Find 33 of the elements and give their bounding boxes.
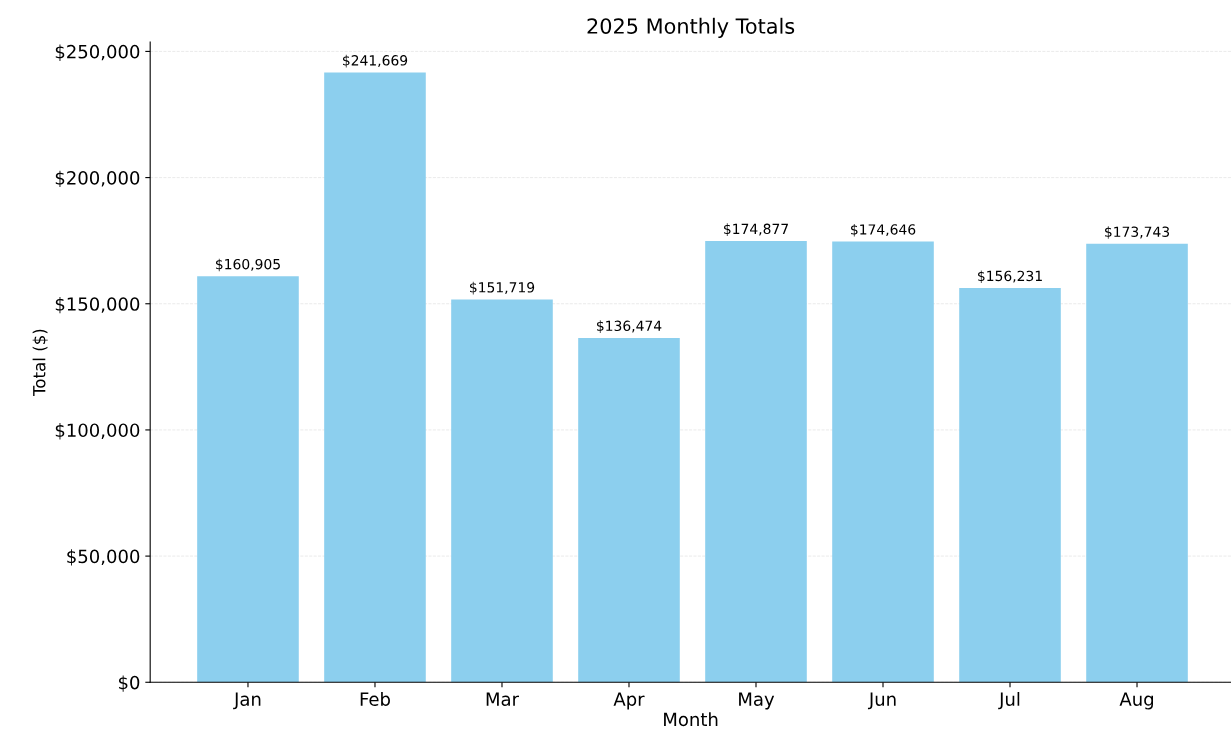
x-tick-label: Mar [486,692,520,706]
chart-title: 2025 Monthly Totals [587,17,795,38]
data-label: $173,743 [1105,226,1170,239]
y-tick-label: $200,000 [55,170,140,188]
bar [959,288,1061,683]
data-label: $174,877 [724,223,788,236]
y-tick-label: $250,000 [55,44,140,61]
bar [578,337,680,683]
data-label: $160,905 [215,258,280,272]
data-label: $151,719 [470,281,535,295]
x-tick-label: Jun [867,692,896,710]
y-tick-label: $50,000 [67,549,140,566]
bar [705,240,807,683]
bar [451,299,553,683]
x-tick-label: May [739,692,775,710]
x-tick-label: Jul [998,691,1020,710]
y-axis-title: Total ($) [32,329,48,397]
bar [197,276,299,683]
data-label: $241,669 [343,54,408,68]
y-tick-label: $150,000 [55,296,140,314]
x-tick-label: Jan [233,692,261,710]
x-tick-label: Feb [360,691,390,706]
data-label: $174,646 [851,223,916,237]
data-label: $136,474 [597,320,662,333]
bar [324,72,426,683]
bar [832,241,934,683]
data-label: $156,231 [978,270,1042,284]
y-tick-label: $100,000 [55,423,140,440]
bar [1086,243,1188,683]
x-tick-label: Aug [1119,692,1153,710]
x-axis-title: Month [664,712,718,727]
x-tick-label: Apr [613,692,645,710]
y-tick-label: $0 [118,675,140,692]
